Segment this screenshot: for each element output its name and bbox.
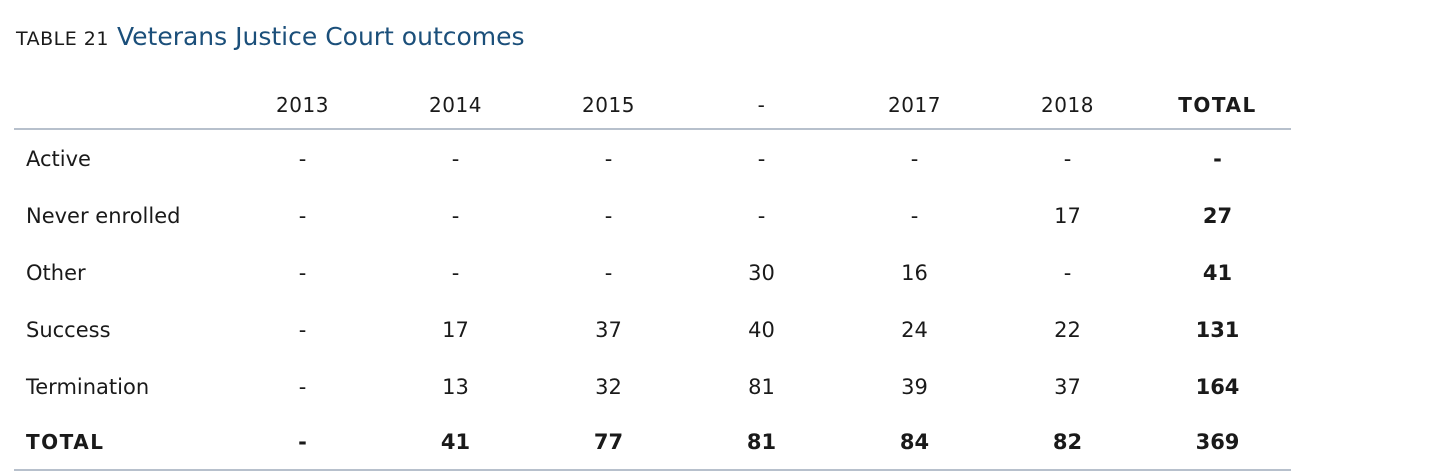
row-total: 41 [1202,260,1233,285]
header-cell-2017: 2017 [838,82,991,130]
table-cell: - [298,146,307,171]
table-cell: - [604,203,613,228]
total-cell: - [226,415,379,471]
header-cell-2014: 2014 [379,82,532,130]
table-cell: - [298,374,307,399]
table-cell: 16 [901,260,928,285]
total-cell: 81 [685,415,838,471]
table-cell: - [910,146,919,171]
row-label: Active [26,146,91,171]
table-cell: - [298,317,307,342]
row-label: Termination [26,374,150,399]
row-total: 164 [1195,374,1240,399]
header-cell-2015: 2015 [532,82,685,130]
table-cell: 32 [595,374,622,399]
table-cell: - [604,146,613,171]
table-cell: 17 [442,317,469,342]
outcomes-table: 2013 2014 2015 - 2017 2018 TOTAL Active … [14,82,1291,471]
table-cell: - [451,146,460,171]
total-cell: 41 [379,415,532,471]
table-row: Never enrolled - - - - - 17 27 [14,187,1291,244]
table-cell: 30 [748,260,775,285]
total-row: TOTAL - 41 77 81 84 82 369 [14,415,1291,471]
table-cell: 81 [748,374,775,399]
table-cell: - [298,203,307,228]
total-cell: 84 [838,415,991,471]
header-row: 2013 2014 2015 - 2017 2018 TOTAL [14,82,1291,130]
table-title: TABLE 21 Veterans Justice Court outcomes [16,22,525,51]
header-cell-2018: 2018 [991,82,1144,130]
row-label: Other [26,260,86,285]
row-total: 27 [1202,203,1233,228]
header-cell-dash: - [685,82,838,130]
table-cell: - [757,146,766,171]
total-cell: 77 [532,415,685,471]
table-cell: - [1063,146,1072,171]
total-cell: 82 [991,415,1144,471]
row-label: Success [26,317,111,342]
table-cell: 13 [442,374,469,399]
table-cell: - [757,203,766,228]
total-row-label: TOTAL [14,415,226,471]
header-cell-empty [14,82,226,130]
table-cell: 37 [1054,374,1081,399]
grand-total: 369 [1144,415,1291,471]
table-caption: Veterans Justice Court outcomes [116,22,525,51]
row-label: Never enrolled [26,203,181,228]
table-cell: 39 [901,374,928,399]
table-cell: 17 [1054,203,1081,228]
table-cell: 37 [595,317,622,342]
table-cell: 40 [748,317,775,342]
table-cell: - [451,260,460,285]
row-total: 131 [1195,317,1240,342]
table-cell: - [451,203,460,228]
table-cell: - [910,203,919,228]
table-row: Success - 17 37 40 24 22 131 [14,301,1291,358]
table-cell: - [298,260,307,285]
row-total: - [1213,146,1222,171]
table-cell: - [1063,260,1072,285]
table-cell: 24 [901,317,928,342]
table-cell: 22 [1054,317,1081,342]
table-number: TABLE 21 [16,28,109,50]
header-cell-total: TOTAL [1144,82,1291,130]
header-cell-2013: 2013 [226,82,379,130]
table-row: Other - - - 30 16 - 41 [14,244,1291,301]
table-row: Active - - - - - - - [14,129,1291,187]
table-cell: - [604,260,613,285]
table-row: Termination - 13 32 81 39 37 164 [14,358,1291,415]
